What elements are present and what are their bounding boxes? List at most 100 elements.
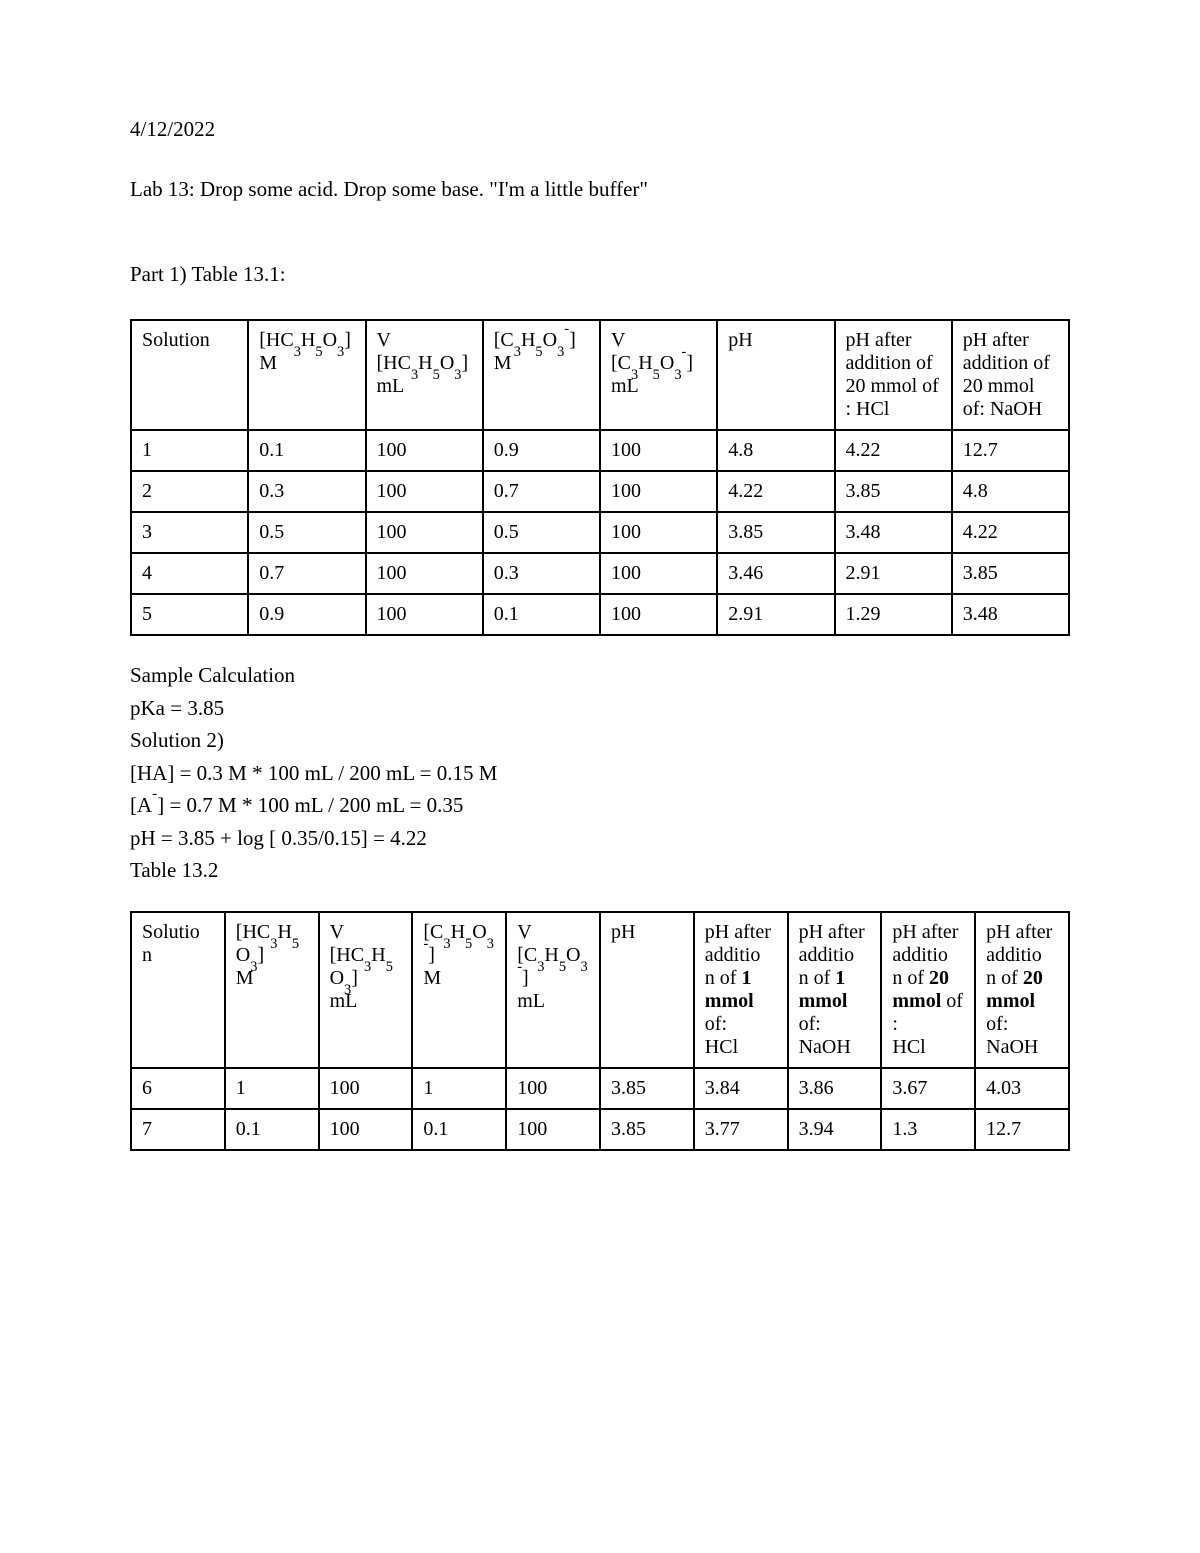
table-header: V[C3H5O3-]mL xyxy=(506,912,600,1068)
table-cell: 3.67 xyxy=(881,1068,975,1109)
table-cell: 2.91 xyxy=(717,594,834,635)
table-cell: 100 xyxy=(506,1068,600,1109)
sample-calc-title: Sample Calculation xyxy=(130,660,1070,690)
table-header: [C3H5O3-]M xyxy=(412,912,506,1068)
table-cell: 100 xyxy=(600,512,717,553)
date-line: 4/12/2022 xyxy=(130,114,1070,144)
table-cell: 1 xyxy=(131,430,248,471)
table-cell: 4.22 xyxy=(952,512,1069,553)
table-header: pH xyxy=(717,320,834,430)
table2-heading: Table 13.2 xyxy=(130,855,1070,885)
table-cell: 3.46 xyxy=(717,553,834,594)
table-cell: 100 xyxy=(319,1068,413,1109)
calc-line: [HA] = 0.3 M * 100 mL / 200 mL = 0.15 M xyxy=(130,758,1070,788)
table-cell: 3.48 xyxy=(835,512,952,553)
table-row: 20.31000.71004.223.854.8 xyxy=(131,471,1069,512)
calc-line: Solution 2) xyxy=(130,725,1070,755)
table-13-2: Solution[HC3H5O3]MV[HC3H5O3]mL[C3H5O3-]M… xyxy=(130,911,1070,1151)
table-cell: 0.1 xyxy=(483,594,600,635)
table-cell: 100 xyxy=(366,430,483,471)
table-header: Solution xyxy=(131,912,225,1068)
table-cell: 0.1 xyxy=(248,430,365,471)
table-cell: 5 xyxy=(131,594,248,635)
table-header: V[HC3H5O3]mL xyxy=(319,912,413,1068)
table-cell: 0.3 xyxy=(248,471,365,512)
table-cell: 100 xyxy=(366,512,483,553)
table-cell: 0.1 xyxy=(412,1109,506,1150)
table-cell: 100 xyxy=(600,553,717,594)
table-cell: 3.94 xyxy=(788,1109,882,1150)
table-cell: 0.9 xyxy=(483,430,600,471)
table-header: V[HC3H5O3] mL xyxy=(366,320,483,430)
table-header: pH after addition of 20 mmol of: NaOH xyxy=(952,320,1069,430)
table-cell: 0.1 xyxy=(225,1109,319,1150)
table-cell: 3.85 xyxy=(600,1109,694,1150)
table-cell: 100 xyxy=(600,594,717,635)
table-cell: 0.7 xyxy=(483,471,600,512)
table-cell: 1.3 xyxy=(881,1109,975,1150)
table-cell: 100 xyxy=(366,594,483,635)
document-page: 4/12/2022 Lab 13: Drop some acid. Drop s… xyxy=(0,0,1200,1246)
table-cell: 4.8 xyxy=(717,430,834,471)
table-cell: 0.5 xyxy=(248,512,365,553)
table-header: pH after addition of 20 mmol of : HCl xyxy=(835,320,952,430)
table-cell: 100 xyxy=(366,471,483,512)
table-row: 70.11000.11003.853.773.941.312.7 xyxy=(131,1109,1069,1150)
sample-calc: Sample Calculation pKa = 3.85Solution 2)… xyxy=(130,660,1070,885)
lab-title: Lab 13: Drop some acid. Drop some base. … xyxy=(130,174,1070,204)
table-cell: 3 xyxy=(131,512,248,553)
table-row: 10.11000.91004.84.2212.7 xyxy=(131,430,1069,471)
calc-line: [A-] = 0.7 M * 100 mL / 200 mL = 0.35 xyxy=(130,790,1070,820)
calc-line: pKa = 3.85 xyxy=(130,693,1070,723)
table-cell: 3.84 xyxy=(694,1068,788,1109)
table-cell: 3.85 xyxy=(717,512,834,553)
table-cell: 100 xyxy=(600,471,717,512)
table-cell: 3.48 xyxy=(952,594,1069,635)
table-cell: 7 xyxy=(131,1109,225,1150)
table-cell: 4.03 xyxy=(975,1068,1069,1109)
table-cell: 0.5 xyxy=(483,512,600,553)
table-row: Solution[HC3H5O3]MV[HC3H5O3] mL[C3H5O3-]… xyxy=(131,320,1069,430)
table-row: 6110011003.853.843.863.674.03 xyxy=(131,1068,1069,1109)
table-cell: 1 xyxy=(412,1068,506,1109)
table-cell: 3.86 xyxy=(788,1068,882,1109)
table-cell: 4.22 xyxy=(717,471,834,512)
table-cell: 4 xyxy=(131,553,248,594)
table-cell: 12.7 xyxy=(952,430,1069,471)
table-header: V[C3H5O3-]mL xyxy=(600,320,717,430)
table-row: 30.51000.51003.853.484.22 xyxy=(131,512,1069,553)
table-cell: 3.77 xyxy=(694,1109,788,1150)
table-header: pH after addition of 1 mmol of:HCl xyxy=(694,912,788,1068)
table-cell: 100 xyxy=(366,553,483,594)
table-header: pH after addition of 1 mmol of:NaOH xyxy=(788,912,882,1068)
table-header: pH after addition of 20 mmol of:NaOH xyxy=(975,912,1069,1068)
table-cell: 1.29 xyxy=(835,594,952,635)
table-cell: 100 xyxy=(319,1109,413,1150)
table-cell: 2 xyxy=(131,471,248,512)
table-cell: 2.91 xyxy=(835,553,952,594)
table-cell: 1 xyxy=(225,1068,319,1109)
table-cell: 100 xyxy=(506,1109,600,1150)
table-cell: 6 xyxy=(131,1068,225,1109)
table-header: [HC3H5O3]M xyxy=(248,320,365,430)
table-cell: 0.7 xyxy=(248,553,365,594)
table-cell: 3.85 xyxy=(952,553,1069,594)
table-cell: 12.7 xyxy=(975,1109,1069,1150)
table-cell: 4.22 xyxy=(835,430,952,471)
table-header: pH after addition of 20 mmol of :HCl xyxy=(881,912,975,1068)
table-cell: 0.9 xyxy=(248,594,365,635)
table-cell: 3.85 xyxy=(600,1068,694,1109)
table-row: Solution[HC3H5O3]MV[HC3H5O3]mL[C3H5O3-]M… xyxy=(131,912,1069,1068)
part1-heading: Part 1) Table 13.1: xyxy=(130,259,1070,289)
table-cell: 100 xyxy=(600,430,717,471)
table-row: 50.91000.11002.911.293.48 xyxy=(131,594,1069,635)
table-header: Solution xyxy=(131,320,248,430)
table-row: 40.71000.31003.462.913.85 xyxy=(131,553,1069,594)
table-13-1: Solution[HC3H5O3]MV[HC3H5O3] mL[C3H5O3-]… xyxy=(130,319,1070,636)
table-cell: 4.8 xyxy=(952,471,1069,512)
table-header: pH xyxy=(600,912,694,1068)
table-cell: 0.3 xyxy=(483,553,600,594)
table-header: [HC3H5O3]M xyxy=(225,912,319,1068)
table-header: [C3H5O3-]M xyxy=(483,320,600,430)
calc-line: pH = 3.85 + log [ 0.35/0.15] = 4.22 xyxy=(130,823,1070,853)
